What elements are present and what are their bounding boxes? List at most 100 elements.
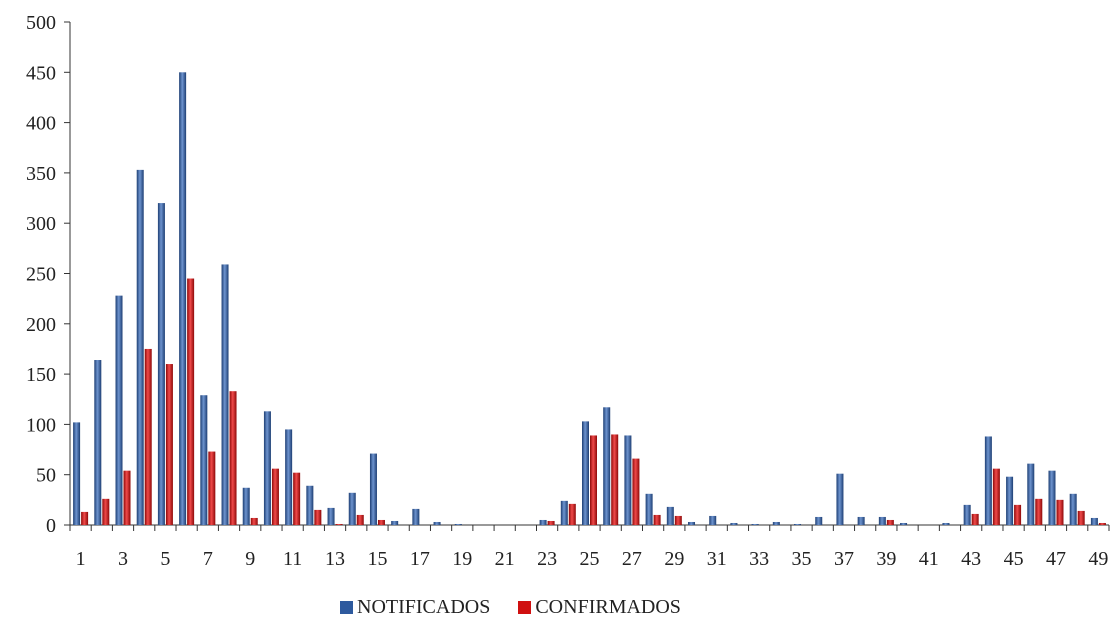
bar-confirmados-28 — [653, 514, 661, 525]
legend-swatch-notificados — [340, 601, 353, 614]
y-tick-label: 450 — [26, 62, 56, 84]
x-tick-label: 21 — [495, 548, 515, 570]
bar-confirmados-27 — [632, 458, 640, 525]
bar-notificados-44 — [984, 436, 992, 525]
y-tick-label: 250 — [26, 264, 56, 286]
bar-confirmados-12 — [314, 509, 322, 525]
bar-notificados-34 — [772, 521, 780, 525]
bar-notificados-15 — [369, 453, 377, 525]
bar-notificados-10 — [263, 411, 271, 525]
x-tick-label: 43 — [961, 548, 981, 570]
x-tick-label: 3 — [118, 548, 128, 570]
bar-notificados-32 — [730, 522, 738, 525]
bar-notificados-36 — [815, 516, 823, 525]
x-tick-label: 33 — [749, 548, 769, 570]
bar-notificados-45 — [1006, 476, 1014, 525]
bar-notificados-18 — [433, 521, 441, 525]
y-tick-label: 400 — [26, 113, 56, 135]
bar-confirmados-49 — [1098, 522, 1106, 525]
bar-notificados-14 — [348, 492, 356, 525]
y-tick-label: 300 — [26, 213, 56, 235]
x-axis: 1 3 5 7 9 11 13 15 17 19 21 23 25 27 29 31 33 35 37 39 41 43 4… — [69, 524, 1110, 570]
bar-confirmados-29 — [674, 515, 682, 525]
x-tick-label: 37 — [834, 548, 854, 570]
x-tick-label: 7 — [203, 548, 213, 570]
bar-notificados-33 — [751, 523, 759, 525]
x-tick-label: 31 — [707, 548, 727, 570]
bar-confirmados-4 — [144, 348, 152, 525]
x-tick-label: 35 — [792, 548, 812, 570]
x-tick-label: 17 — [410, 548, 430, 570]
bar-notificados-35 — [794, 523, 802, 525]
bar-confirmados-45 — [1014, 504, 1022, 525]
x-tick-label: 47 — [1046, 548, 1066, 570]
bar-notificados-2 — [94, 360, 102, 525]
x-tick-label: 25 — [580, 548, 600, 570]
x-tick-label: 29 — [664, 548, 684, 570]
bar-notificados-7 — [200, 395, 208, 525]
x-tick-label: 1 — [76, 548, 86, 570]
bar-notificados-28 — [645, 493, 653, 525]
legend-swatch-confirmados — [518, 601, 532, 614]
x-tick-label: 13 — [325, 548, 345, 570]
bar-confirmados-5 — [165, 364, 173, 525]
y-tick-label: 50 — [36, 465, 56, 487]
bar-notificados-39 — [878, 516, 886, 525]
legend-item-notificados: NOTIFICADOS — [340, 596, 490, 619]
bar-confirmados-39 — [886, 519, 894, 525]
bar-confirmados-46 — [1035, 498, 1043, 525]
x-tick-label: 27 — [622, 548, 642, 570]
x-tick-label: 15 — [367, 548, 387, 570]
bar-notificados-23 — [539, 519, 547, 525]
x-tick-label: 45 — [1004, 548, 1024, 570]
bar-notificados-43 — [963, 504, 971, 525]
bar-notificados-47 — [1048, 470, 1056, 525]
bar-confirmados-10 — [271, 468, 279, 525]
bar-notificados-31 — [709, 515, 717, 525]
bar-notificados-12 — [306, 485, 314, 525]
legend-label-confirmados: CONFIRMADOS — [535, 596, 681, 618]
bar-confirmados-24 — [568, 503, 576, 525]
bar-notificados-26 — [603, 407, 611, 525]
bar-notificados-25 — [582, 421, 589, 525]
y-axis: 0 50 100 150 200 250 300 350 400 450 500 — [26, 12, 71, 537]
bar-notificados-24 — [560, 500, 568, 525]
bar-notificados-48 — [1069, 493, 1077, 525]
bar-confirmados-2 — [102, 498, 110, 525]
bar-notificados-1 — [73, 422, 81, 525]
bar-confirmados-13 — [335, 523, 343, 525]
bar-notificados-30 — [688, 521, 696, 525]
bar-confirmados-7 — [208, 451, 216, 525]
bar-notificados-4 — [136, 169, 144, 525]
legend-item-confirmados: CONFIRMADOS — [518, 596, 681, 619]
bar-notificados-13 — [327, 507, 335, 525]
bar-notificados-27 — [624, 435, 632, 525]
bar-confirmados-23 — [547, 520, 555, 525]
y-tick-label: 350 — [26, 163, 56, 185]
bar-confirmados-14 — [356, 514, 364, 525]
bar-notificados-8 — [221, 264, 229, 525]
bar-notificados-9 — [242, 487, 250, 525]
x-tick-label: 41 — [919, 548, 939, 570]
x-tick-label: 11 — [283, 548, 302, 570]
bar-confirmados-11 — [293, 472, 301, 525]
x-tick-label: 5 — [160, 548, 170, 570]
bars — [73, 72, 1106, 526]
bar-confirmados-48 — [1077, 510, 1085, 525]
bar-notificados-42 — [942, 522, 950, 525]
y-tick-label: 0 — [46, 515, 56, 537]
bar-notificados-40 — [900, 522, 908, 525]
bar-confirmados-6 — [187, 278, 195, 525]
bar-notificados-49 — [1090, 517, 1098, 525]
bar-confirmados-47 — [1056, 499, 1064, 525]
x-tick-label: 23 — [537, 548, 557, 570]
y-tick-label: 500 — [26, 12, 56, 34]
bar-confirmados-25 — [590, 435, 597, 525]
bar-notificados-16 — [391, 520, 399, 525]
bar-confirmados-44 — [992, 468, 1000, 525]
bar-notificados-17 — [412, 508, 420, 525]
bar-notificados-37 — [836, 473, 844, 525]
bar-notificados-3 — [115, 295, 123, 525]
bar-notificados-29 — [666, 506, 674, 525]
